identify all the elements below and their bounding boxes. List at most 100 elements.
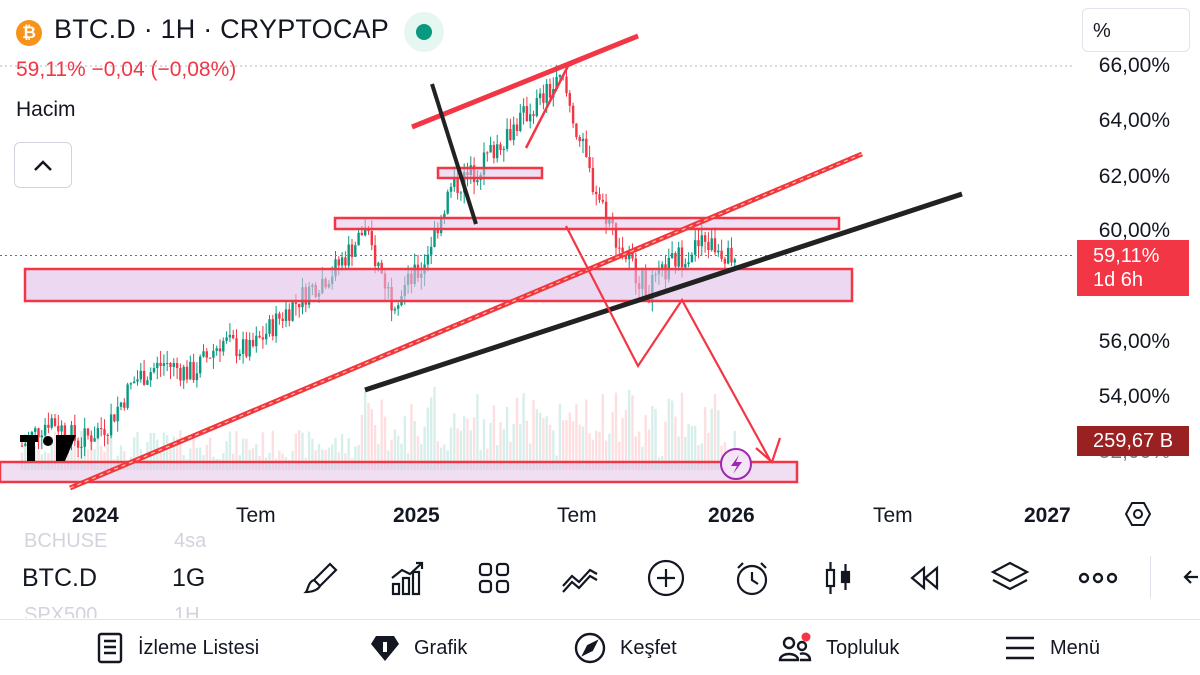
candle-body	[449, 186, 453, 192]
candle-body	[529, 114, 532, 122]
candle-body	[24, 443, 27, 446]
volume-bar	[169, 443, 172, 470]
candle-body	[76, 440, 80, 448]
volume-bar	[360, 414, 364, 470]
candle-body	[175, 363, 179, 369]
candle-body	[703, 235, 707, 242]
volume-bar	[162, 432, 166, 470]
chart-drawings	[0, 33, 963, 491]
nav-explore[interactable]: Keşfet	[574, 630, 677, 666]
volume-bar	[486, 448, 489, 470]
candle-body	[677, 247, 680, 267]
nav-explore-label: Keşfet	[620, 636, 677, 659]
volume-bar	[535, 409, 538, 470]
symbol-selector[interactable]: BTC.D	[22, 564, 97, 592]
volume-bar	[637, 431, 641, 470]
volume-bar	[93, 449, 96, 470]
candle-body	[575, 123, 578, 138]
price-chart[interactable]	[0, 0, 1075, 540]
candles-icon[interactable]	[818, 558, 858, 598]
candle-body	[278, 313, 281, 319]
candle-body	[208, 357, 212, 359]
candle-body	[588, 157, 591, 169]
volume-bar	[245, 438, 248, 470]
volume-bar	[410, 403, 413, 470]
volume-bar	[373, 425, 377, 470]
volume-bar	[443, 444, 446, 470]
candle-body	[680, 247, 684, 268]
interval-selector[interactable]: 1G	[172, 564, 206, 592]
market-status-icon[interactable]	[404, 12, 444, 52]
scroll-left-icon[interactable]	[1180, 566, 1200, 593]
volume-bar	[255, 444, 258, 470]
candle-body	[433, 228, 436, 247]
candle-body	[621, 247, 624, 252]
volume-bar	[585, 399, 588, 470]
candle-body	[47, 424, 50, 428]
volume-bar	[390, 439, 393, 470]
volume-bar	[261, 432, 265, 470]
breakout-line	[430, 83, 478, 225]
nav-menu-label: Menü	[1050, 636, 1101, 659]
toolbar-divider	[1150, 556, 1151, 598]
volume-bar	[301, 432, 304, 470]
nav-community[interactable]: Topluluk	[778, 630, 899, 666]
volume-bar	[578, 424, 581, 470]
more-icon[interactable]	[1076, 558, 1118, 598]
chart-symbol-title[interactable]: BTC.D · 1H · CRYPTOCAP	[54, 14, 389, 44]
nav-watchlist[interactable]: İzleme Listesi	[96, 630, 259, 666]
add-icon[interactable]	[646, 558, 686, 598]
volume-bar	[241, 438, 245, 470]
candle-body	[581, 138, 585, 142]
candle-body	[720, 250, 723, 259]
candle-body	[123, 402, 126, 408]
layers-icon[interactable]	[990, 558, 1030, 598]
volume-bar	[608, 433, 611, 470]
candle-body	[53, 418, 57, 426]
volume-bar	[710, 408, 713, 470]
nav-menu[interactable]: Menü	[1004, 630, 1100, 666]
nav-chart[interactable]: Grafik	[370, 630, 467, 666]
candle-body	[373, 245, 377, 267]
volume-bar	[459, 430, 463, 470]
volume-bar	[294, 433, 298, 470]
volume-bar	[311, 438, 314, 470]
volume-bar	[199, 447, 202, 470]
candle-body	[618, 247, 621, 249]
templates-icon[interactable]	[474, 558, 514, 598]
volume-bar	[700, 443, 703, 470]
volume-bar	[489, 422, 492, 470]
candle-body	[50, 418, 53, 428]
support-zone	[23, 267, 854, 303]
settings-icon[interactable]	[1124, 500, 1152, 528]
candle-body	[169, 363, 172, 367]
candle-body	[215, 348, 218, 351]
volume-bar	[515, 397, 519, 470]
bitcoin-icon: ₿	[16, 20, 42, 46]
candle-body	[604, 201, 608, 224]
collapse-legend-button[interactable]	[14, 142, 72, 188]
volume-indicator-label[interactable]: Hacim	[16, 98, 76, 121]
candle-body	[139, 370, 142, 380]
volume-bar	[179, 430, 182, 470]
wedge-lower-line	[524, 34, 639, 149]
indicators-icon[interactable]	[388, 558, 428, 598]
percent-scale-button[interactable]: %	[1082, 8, 1190, 52]
volume-bar	[354, 446, 357, 470]
volume-bar	[548, 424, 552, 470]
volume-bar	[380, 399, 383, 470]
trend-icon[interactable]	[560, 558, 600, 598]
replay-icon[interactable]	[904, 558, 944, 598]
candle-body	[555, 76, 558, 90]
volume-bar	[195, 448, 199, 470]
candle-body	[492, 144, 496, 159]
prev-symbol-ghost: BCHUSE	[24, 530, 108, 548]
volume-bar	[713, 393, 717, 470]
volume-bar	[327, 447, 331, 470]
candle-body	[265, 333, 268, 340]
alert-icon[interactable]	[732, 558, 772, 598]
volume-bar	[647, 429, 651, 470]
brush-icon[interactable]	[302, 558, 342, 598]
candle-body	[585, 138, 588, 158]
candle-body	[436, 228, 439, 234]
